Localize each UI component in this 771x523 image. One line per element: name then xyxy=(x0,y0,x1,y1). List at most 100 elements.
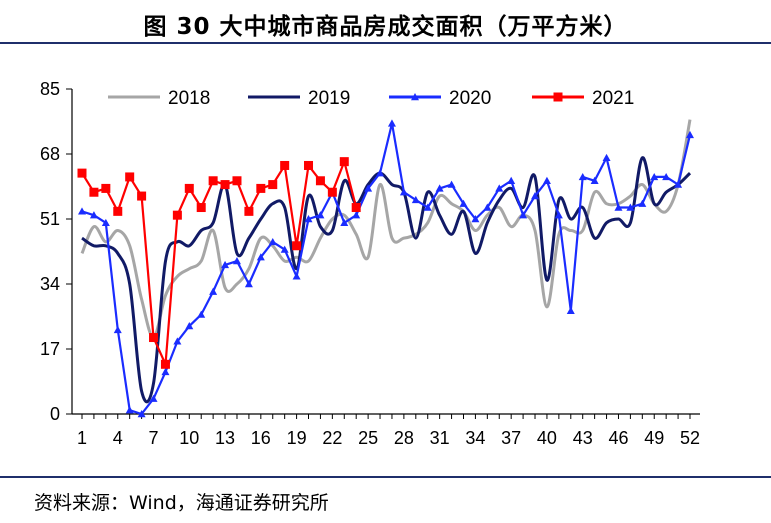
data-point-2021 xyxy=(101,183,111,193)
x-tick-label: 19 xyxy=(287,428,307,448)
source-note: 资料来源：Wind，海通证券研究所 xyxy=(34,492,329,514)
data-point-2020 xyxy=(531,192,540,200)
data-point-2020 xyxy=(304,215,313,223)
x-tick-label: 22 xyxy=(322,428,342,448)
legend-label-2020: 2020 xyxy=(449,88,491,109)
x-tick-label: 40 xyxy=(537,428,557,448)
y-tick-label: 34 xyxy=(40,274,60,294)
series-2021 xyxy=(77,157,361,369)
legend-label-2018: 2018 xyxy=(168,88,210,109)
data-point-2021 xyxy=(232,176,242,186)
data-point-2020 xyxy=(137,410,146,418)
data-point-2020 xyxy=(101,218,110,227)
legend: 2018 2019 2020 2021 xyxy=(108,88,634,109)
data-point-2020 xyxy=(674,180,683,188)
x-tick-label: 13 xyxy=(215,428,235,448)
data-point-2020 xyxy=(411,195,420,204)
data-point-2020 xyxy=(89,211,98,219)
source-bar: 资料来源：Wind，海通证券研究所 xyxy=(0,476,771,523)
data-point-2020 xyxy=(78,207,86,215)
data-point-2021 xyxy=(184,183,194,193)
y-tick-label: 0 xyxy=(50,404,60,424)
legend-item-2018: 2018 xyxy=(108,88,210,109)
legend-item-2020: 2020 xyxy=(389,88,491,109)
data-point-2020 xyxy=(387,119,396,127)
data-point-2021 xyxy=(244,206,254,216)
y-tick-label: 51 xyxy=(40,209,60,229)
data-point-2020 xyxy=(423,203,432,211)
series-2020 xyxy=(78,119,694,418)
series-line-2018 xyxy=(80,119,692,340)
data-point-2020 xyxy=(280,245,289,253)
data-point-2020 xyxy=(650,172,659,181)
data-point-2021 xyxy=(160,359,170,369)
data-point-2020 xyxy=(256,253,265,261)
x-tick-label: 1 xyxy=(77,428,87,448)
data-point-2020 xyxy=(459,199,468,207)
data-point-2020 xyxy=(232,257,241,265)
data-point-2020 xyxy=(340,218,349,227)
data-point-2021 xyxy=(137,191,147,201)
data-point-2020 xyxy=(244,280,253,288)
data-point-2021 xyxy=(89,187,99,197)
y-tick-label: 68 xyxy=(40,144,60,164)
data-point-2020 xyxy=(590,176,599,184)
line-chart: 0 17 34 51 68 85 1 4 7 10 13 16 19 22 25 28 31 34 37 40 43 46… xyxy=(40,79,700,448)
x-tick-label: 28 xyxy=(394,428,414,448)
data-point-2020 xyxy=(364,184,373,192)
legend-label-2019: 2019 xyxy=(308,88,350,109)
axes: 0 17 34 51 68 85 1 4 7 10 13 16 19 22 25 28 31 34 37 40 43 46… xyxy=(40,79,700,448)
data-point-2020 xyxy=(542,176,551,184)
title-bar: 图 30 大中城市商品房成交面积（万平方米） xyxy=(0,0,771,44)
data-point-2020 xyxy=(113,325,122,334)
data-point-2020 xyxy=(268,237,277,246)
legend-label-2021: 2021 xyxy=(592,88,634,109)
data-point-2020 xyxy=(435,184,444,192)
data-point-2020 xyxy=(173,337,182,345)
data-point-2020 xyxy=(197,310,206,318)
series-lines xyxy=(77,119,694,418)
data-point-2020 xyxy=(149,394,158,402)
data-point-2020 xyxy=(578,172,587,181)
legend-marker-2021 xyxy=(553,92,563,102)
data-point-2020 xyxy=(495,184,504,192)
data-point-2020 xyxy=(471,215,480,223)
data-point-2020 xyxy=(209,287,218,295)
data-point-2021 xyxy=(172,210,182,220)
data-point-2020 xyxy=(221,260,230,269)
data-point-2020 xyxy=(316,211,325,219)
data-point-2021 xyxy=(304,160,314,170)
x-tick-label: 31 xyxy=(430,428,450,448)
legend-item-2019: 2019 xyxy=(248,88,350,109)
data-point-2021 xyxy=(280,160,290,170)
data-point-2021 xyxy=(256,183,266,193)
data-point-2021 xyxy=(351,203,361,213)
data-point-2021 xyxy=(196,203,206,213)
x-tick-label: 25 xyxy=(358,428,378,448)
x-tick-label: 10 xyxy=(179,428,199,448)
x-tick-label: 16 xyxy=(251,428,271,448)
legend-marker-2020 xyxy=(411,93,419,101)
x-tick-label: 34 xyxy=(465,428,485,448)
x-tick-label: 37 xyxy=(501,428,521,448)
data-point-2021 xyxy=(125,172,135,182)
x-tick-label: 43 xyxy=(573,428,593,448)
legend-item-2021: 2021 xyxy=(532,88,634,109)
data-point-2020 xyxy=(614,203,623,211)
data-point-2020 xyxy=(185,322,194,330)
data-point-2020 xyxy=(638,199,647,207)
data-point-2021 xyxy=(315,176,325,186)
data-point-2021 xyxy=(268,180,278,190)
chart-title: 图 30 大中城市商品房成交面积（万平方米） xyxy=(143,14,628,40)
x-tick-label: 7 xyxy=(149,428,159,448)
series-2019 xyxy=(81,156,692,404)
data-point-2021 xyxy=(339,157,349,167)
data-point-2020 xyxy=(161,367,170,376)
data-point-2020 xyxy=(686,130,694,139)
series-2018 xyxy=(80,119,692,340)
x-tick-label: 52 xyxy=(680,428,700,448)
data-point-2021 xyxy=(327,187,337,197)
data-point-2021 xyxy=(292,241,302,251)
data-point-2021 xyxy=(113,206,123,216)
data-point-2020 xyxy=(507,176,516,184)
